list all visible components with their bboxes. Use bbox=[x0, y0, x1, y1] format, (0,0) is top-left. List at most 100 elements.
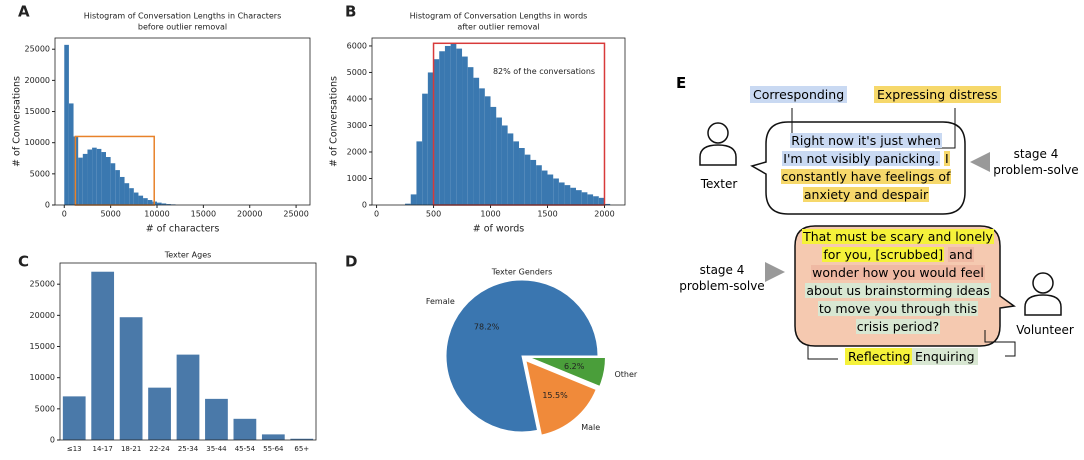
bar bbox=[176, 354, 200, 440]
value-label: 78.2% bbox=[474, 323, 500, 332]
y-tick-label: 2000 bbox=[347, 147, 367, 156]
message-segment: wonder how you would feel bbox=[811, 265, 985, 280]
y-tick-label: 15000 bbox=[25, 107, 50, 116]
bar bbox=[205, 398, 228, 440]
bar bbox=[129, 188, 134, 205]
value-label: 6.2% bbox=[564, 362, 585, 371]
bar bbox=[558, 182, 565, 205]
bar bbox=[138, 195, 144, 205]
bar bbox=[473, 77, 480, 205]
tag: Reflecting bbox=[845, 348, 914, 365]
pie-slice bbox=[445, 279, 599, 433]
x-tick-label: 35-44 bbox=[206, 445, 227, 453]
chart-subtitle: after outlier removal bbox=[457, 23, 539, 32]
bar bbox=[598, 197, 605, 205]
message-segment: for you, [scrubbed] bbox=[822, 247, 945, 262]
y-tick-label: 15000 bbox=[30, 342, 55, 351]
chart-title: Texter Genders bbox=[491, 268, 553, 277]
bar bbox=[68, 103, 74, 205]
x-tick-label: 15000 bbox=[191, 210, 216, 219]
message-segment: constantly have feelings of bbox=[780, 169, 952, 184]
y-tick-label: 10000 bbox=[25, 138, 50, 147]
x-tick-label: 5000 bbox=[100, 210, 120, 219]
y-tick-label: 1000 bbox=[347, 174, 367, 183]
message-segment: to move you through this bbox=[817, 301, 979, 316]
message-segment: I'm not visibly panicking. bbox=[782, 151, 941, 166]
message-segment: crisis period? bbox=[855, 319, 941, 334]
panel-label: B bbox=[345, 3, 356, 21]
bar bbox=[547, 174, 554, 205]
y-tick-label: 4000 bbox=[347, 94, 367, 103]
y-axis-label: # of Conversations bbox=[329, 76, 340, 167]
chart-title: Histogram of Conversation Lengths in Cha… bbox=[84, 12, 282, 21]
message-segment: anxiety and despair bbox=[802, 187, 930, 202]
message-segment: about us brainstorming ideas bbox=[805, 283, 991, 298]
bar bbox=[444, 45, 451, 206]
bar bbox=[553, 178, 559, 205]
bar bbox=[119, 176, 125, 205]
bar bbox=[604, 203, 611, 205]
bar bbox=[410, 194, 417, 205]
bar bbox=[581, 192, 588, 205]
x-tick-label: 0 bbox=[374, 210, 379, 219]
slice-label: Other bbox=[614, 370, 637, 379]
tag: Enquiring bbox=[912, 348, 978, 365]
bar bbox=[161, 203, 167, 205]
y-tick-label: 3000 bbox=[347, 121, 367, 130]
stage-marker bbox=[765, 262, 785, 282]
annotation: 82% of the conversations bbox=[493, 67, 595, 76]
x-tick-label: 65+ bbox=[294, 445, 309, 453]
bar bbox=[593, 196, 599, 205]
stage-label: stage 4 problem-solve bbox=[988, 146, 1084, 178]
message-line: That must be scary and lonely bbox=[796, 228, 1000, 246]
bar bbox=[587, 194, 594, 205]
bar bbox=[101, 152, 106, 205]
bar bbox=[490, 106, 497, 205]
x-tick-label: 14-17 bbox=[92, 445, 112, 453]
plot-frame bbox=[371, 37, 626, 206]
bar bbox=[439, 51, 445, 205]
texter-bubble bbox=[750, 121, 966, 215]
message-line: constantly have feelings of bbox=[768, 168, 964, 186]
message-line: crisis period? bbox=[796, 318, 1000, 336]
plot-frame bbox=[54, 37, 311, 206]
bar bbox=[124, 183, 130, 205]
x-tick-label: 25-34 bbox=[178, 445, 199, 453]
texter-label: Texter bbox=[700, 177, 738, 191]
y-tick-label: 0 bbox=[45, 201, 50, 210]
panel-label: A bbox=[18, 3, 30, 21]
bar bbox=[513, 141, 520, 205]
texter-body bbox=[699, 144, 737, 166]
plot-frame bbox=[59, 262, 317, 441]
slice-label: Male bbox=[581, 423, 600, 432]
bar bbox=[484, 96, 491, 205]
chart-title: Histogram of Conversation Lengths in wor… bbox=[410, 12, 588, 21]
x-tick-label: 22-24 bbox=[149, 445, 170, 453]
bar bbox=[524, 154, 531, 205]
bar bbox=[405, 203, 411, 205]
tag: Corresponding bbox=[750, 86, 848, 103]
bar bbox=[416, 141, 423, 205]
bar bbox=[147, 200, 153, 205]
bar bbox=[106, 157, 111, 205]
bar bbox=[575, 190, 582, 205]
value-label: 15.5% bbox=[542, 391, 568, 400]
bar bbox=[62, 396, 86, 440]
volunteer-body bbox=[1024, 294, 1062, 316]
bar bbox=[496, 117, 502, 205]
bar bbox=[462, 56, 468, 205]
y-tick-label: 25000 bbox=[25, 45, 50, 54]
x-tick-label: 2000 bbox=[594, 210, 614, 219]
volunteer-message: That must be scary and lonely for you, [s… bbox=[796, 228, 1000, 336]
x-tick-label: 1500 bbox=[537, 210, 557, 219]
volunteer-label: Volunteer bbox=[1016, 323, 1074, 337]
bar bbox=[530, 159, 537, 205]
y-tick-label: 0 bbox=[362, 201, 367, 210]
bar bbox=[450, 43, 457, 205]
bar bbox=[110, 163, 116, 205]
slice-label: Female bbox=[426, 297, 455, 306]
y-axis-label: # of Conversations bbox=[12, 76, 23, 167]
bar bbox=[157, 202, 162, 205]
bar bbox=[64, 44, 69, 205]
bar bbox=[166, 204, 171, 205]
